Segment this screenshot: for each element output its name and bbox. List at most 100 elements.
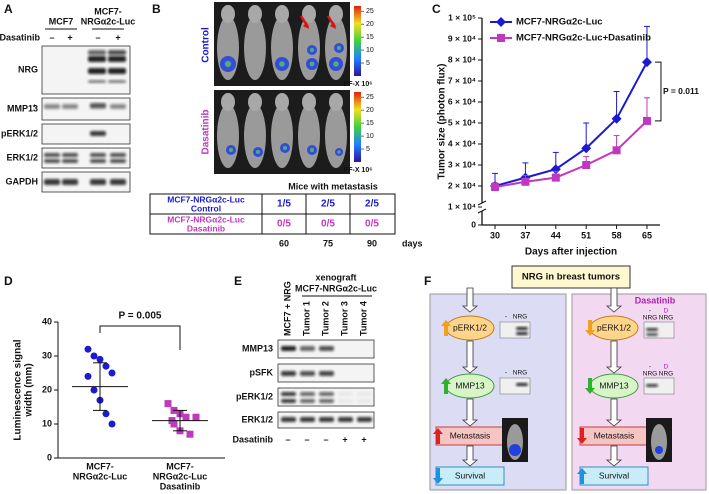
- change-arrow: [577, 428, 587, 444]
- x-tick-label: 37: [520, 230, 530, 240]
- y-tick-label: 30: [42, 350, 52, 360]
- blot-band: [357, 399, 372, 403]
- y-tick-label: 7 × 10⁴: [448, 75, 476, 85]
- mouse-head: [329, 5, 343, 23]
- mouse: [298, 104, 320, 168]
- blot-band: [62, 159, 78, 163]
- inset-label: D: [664, 364, 669, 371]
- y-tick-label: 6 × 10⁴: [448, 96, 476, 106]
- row-label: MMP13: [242, 343, 273, 353]
- point: [102, 410, 110, 418]
- panel-label: E: [234, 274, 242, 288]
- signal-core: [310, 148, 314, 152]
- y-tick-label: 2 × 10⁴: [448, 180, 476, 190]
- blot-band: [300, 392, 315, 396]
- axis-break: [477, 208, 487, 214]
- marker: [611, 113, 622, 124]
- x-tick-label: NRGα2c-Luc: [73, 471, 128, 481]
- significance-bracket: [99, 325, 181, 350]
- colorbar-tick-label: 25: [366, 94, 374, 101]
- blot-band: [338, 399, 353, 403]
- inset-label: -: [505, 314, 507, 321]
- x-axis-label: Days after injection: [525, 247, 617, 258]
- marker: [641, 57, 652, 68]
- point: [192, 413, 200, 421]
- table-row-label: Control: [191, 203, 221, 213]
- mouse-head: [221, 5, 235, 23]
- panel-label: C: [432, 2, 441, 16]
- signal-core: [279, 61, 285, 67]
- table-row-label: MCF7-NRGα2c-Luc: [167, 214, 245, 224]
- panel-label: A: [4, 2, 13, 16]
- mouse-head: [329, 93, 343, 111]
- mouse: [217, 104, 239, 168]
- blot-band: [357, 417, 372, 422]
- y-axis-label: Luminescence signal: [13, 339, 24, 440]
- blot-band: [319, 399, 334, 403]
- blot-band: [338, 417, 353, 422]
- blot-band: [88, 68, 106, 74]
- signal-core: [256, 150, 260, 154]
- colorbar-tick-label: 5: [366, 60, 370, 67]
- colorbar: [354, 6, 361, 76]
- change-arrow: [433, 468, 443, 484]
- table-cell: 0/5: [321, 219, 335, 230]
- mouse-head: [275, 93, 289, 111]
- table-unit: days: [402, 238, 423, 248]
- change-arrow: [585, 320, 595, 336]
- signal-core: [333, 61, 339, 67]
- x-tick-label: MCF7-: [166, 461, 194, 471]
- blot-band: [281, 417, 296, 422]
- x-tick-label: 30: [490, 230, 500, 240]
- node-label: Survival: [599, 470, 629, 480]
- treatment-sign: –: [285, 434, 290, 444]
- flow-arrow: [461, 445, 479, 467]
- treatment-label: Dasatinib: [232, 434, 273, 444]
- table-title: Mice with metastasis: [288, 181, 378, 191]
- point: [84, 372, 92, 380]
- blot-frame: [41, 123, 131, 145]
- flow-arrow: [461, 287, 479, 313]
- top-label: NRG in breast tumors: [522, 272, 620, 283]
- flow-arrow: [605, 445, 623, 467]
- table-row-label: Dasatinib: [187, 223, 225, 233]
- mouse-head: [302, 93, 316, 111]
- blot-band: [300, 399, 315, 403]
- signal-core: [337, 150, 341, 154]
- blot-band: [90, 153, 106, 157]
- blot-band: [319, 392, 334, 396]
- point: [182, 413, 190, 421]
- mouse: [244, 16, 266, 80]
- row-label: ERK1/2: [6, 152, 38, 162]
- colorbar-unit: PF-X 10⁶: [344, 81, 373, 88]
- row-label: ERK1/2: [241, 414, 273, 424]
- lane-label: Tumor 2: [320, 301, 330, 336]
- inset-label: NRG: [513, 370, 527, 377]
- mouse-head: [302, 5, 316, 23]
- flow-arrow: [461, 398, 479, 427]
- point: [90, 386, 98, 394]
- treatment-sign: +: [67, 32, 72, 42]
- cell-line: MCF7: [49, 16, 74, 26]
- change-arrow: [441, 320, 451, 336]
- blot-header: MCF7-NRGα2c-Luc: [295, 283, 377, 293]
- row-label: MMP13: [7, 103, 38, 113]
- node-label: Metastasis: [450, 430, 491, 440]
- inset-label: D: [664, 308, 669, 315]
- inset-mouse: [651, 424, 667, 460]
- point: [84, 345, 92, 353]
- treatment-sign: –: [95, 32, 100, 42]
- lane-label: Tumor 3: [339, 301, 349, 336]
- mouse: [325, 104, 347, 168]
- blot-band: [646, 333, 658, 336]
- blot-band: [108, 56, 126, 62]
- blot-band: [88, 80, 106, 83]
- inset-label: NRG: [643, 371, 657, 378]
- change-arrow: [433, 428, 443, 444]
- panel-label: D: [4, 274, 13, 288]
- cell-line: NRGα2c-Luc: [81, 16, 136, 26]
- y-tick-label: 8 × 10⁴: [448, 54, 476, 64]
- blot-band: [281, 346, 296, 351]
- blot-header: xenograft: [315, 272, 356, 282]
- annotation: P = 0.011: [663, 86, 699, 96]
